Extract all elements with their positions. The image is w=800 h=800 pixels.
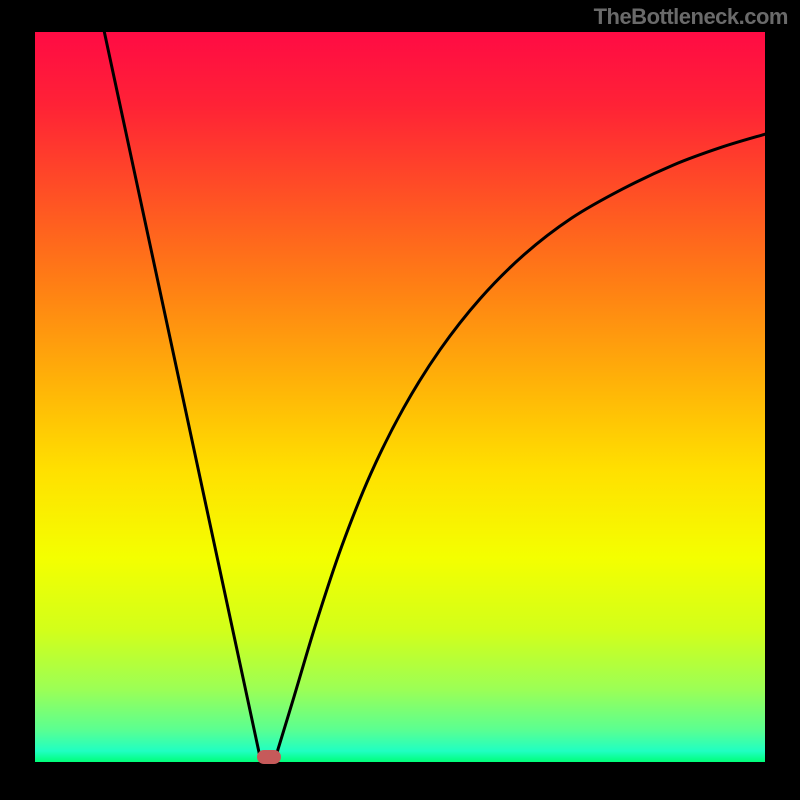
watermark-text: TheBottleneck.com [594, 4, 788, 30]
chart-frame: TheBottleneck.com [0, 0, 800, 800]
valley-marker [257, 750, 281, 764]
curve-svg [35, 32, 765, 762]
plot-area [35, 32, 765, 762]
